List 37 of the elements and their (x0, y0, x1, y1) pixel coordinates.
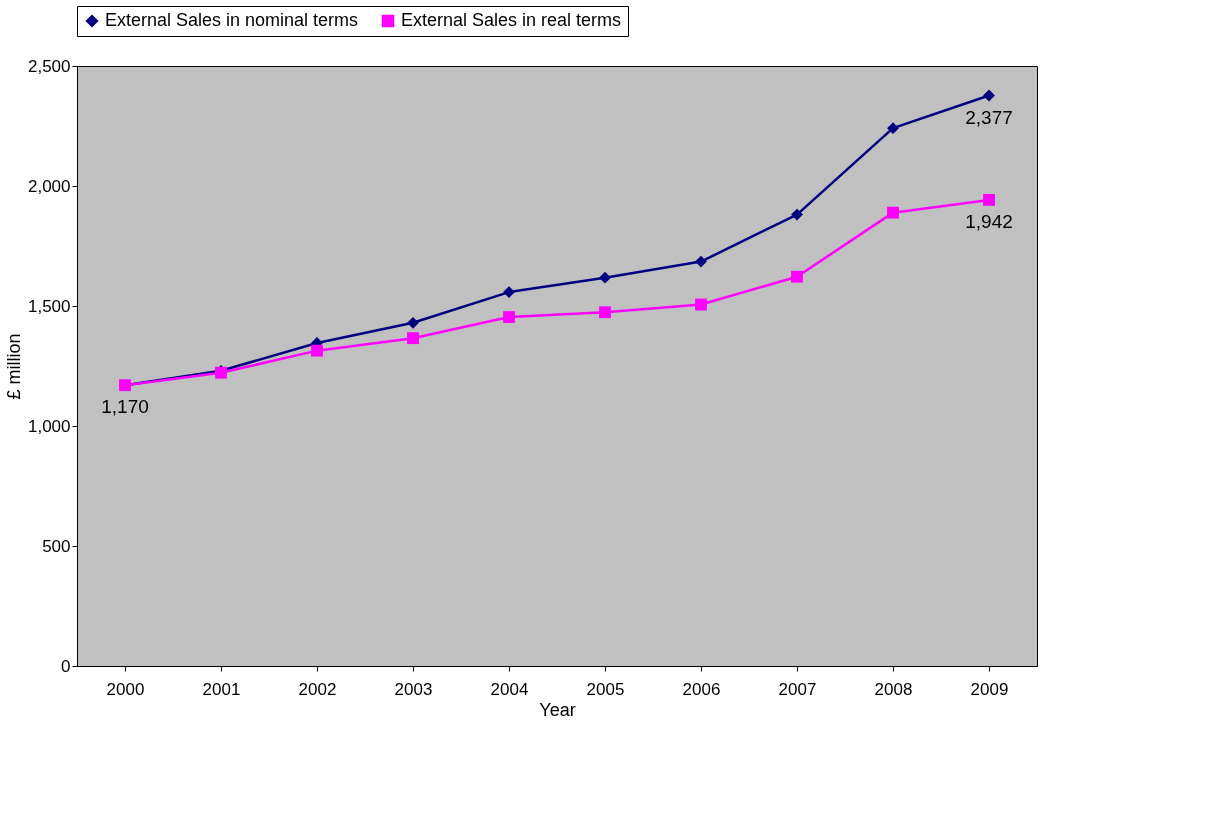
data-label: 1,942 (965, 210, 1013, 232)
point (407, 316, 419, 329)
point (983, 194, 995, 206)
point (791, 208, 803, 221)
point (695, 298, 707, 311)
x-tick-label: 2004 (490, 679, 529, 699)
y-tick-label: 1,000 (27, 416, 71, 436)
legend-label: External Sales in nominal terms (105, 10, 359, 30)
x-tick-label: 2006 (682, 679, 721, 699)
x-tick-label: 2007 (778, 679, 817, 699)
x-tick-label: 2009 (970, 679, 1009, 699)
y-axis-title: £ million (3, 333, 24, 400)
y-tick-label: 2,000 (27, 176, 71, 196)
y-tick-label: 2,500 (27, 56, 71, 76)
point (503, 311, 515, 323)
point (407, 332, 419, 345)
x-tick-label: 2003 (394, 679, 433, 699)
point (599, 306, 611, 319)
data-label: 2,377 (965, 106, 1013, 128)
point (983, 89, 995, 102)
point (887, 122, 899, 135)
point (311, 344, 323, 357)
point (695, 255, 707, 268)
y-tick-label: 500 (42, 536, 71, 556)
x-tick-label: 2000 (106, 679, 145, 699)
legend-label: External Sales in real terms (401, 10, 622, 30)
x-tick-label: 2008 (874, 679, 913, 699)
point (887, 206, 899, 219)
y-tick-label: 0 (61, 656, 71, 676)
x-axis-title: Year (539, 699, 576, 720)
point (599, 271, 611, 284)
y-tick-label: 1,500 (27, 296, 71, 316)
x-tick-label: 2002 (298, 679, 337, 699)
data-label: 1,170 (101, 396, 149, 418)
x-tick-label: 2001 (202, 679, 241, 699)
point (791, 270, 803, 283)
x-tick-label: 2005 (586, 679, 625, 699)
